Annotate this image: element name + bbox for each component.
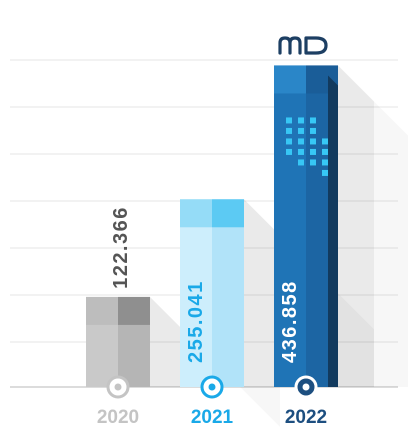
bar-cap-right	[118, 296, 150, 325]
bar-shadow-long	[338, 65, 408, 387]
bar-shadow	[150, 296, 186, 387]
baseline-marker-dot	[208, 383, 216, 391]
bar-2021	[180, 199, 244, 387]
bar-cap-left	[86, 296, 118, 325]
pattern-dot	[286, 127, 292, 134]
bar-cap-left	[274, 65, 306, 94]
bar-cap-left	[180, 199, 212, 228]
value-label: 436.858	[279, 280, 301, 363]
md-logo-icon	[278, 36, 328, 55]
value-label: 122.366	[110, 206, 132, 289]
x-axis-labels: 2020 2021 2022	[97, 407, 327, 428]
pattern-dot	[298, 148, 304, 155]
bar-2022	[274, 65, 338, 387]
baseline-marker-dot	[114, 383, 122, 391]
value-label: 255.041	[185, 280, 207, 363]
value-labels: 122.366 255.041 436.858	[110, 206, 301, 363]
pattern-dot	[322, 138, 328, 145]
baseline-markers	[106, 375, 318, 399]
pattern-dot	[322, 148, 328, 155]
pattern-dot	[310, 127, 316, 134]
bar-shadows	[150, 65, 408, 387]
bar-cap-right	[212, 199, 244, 228]
bar-shadow	[244, 199, 280, 387]
bars	[86, 65, 338, 387]
bar-side	[328, 75, 338, 387]
pattern-dot	[298, 159, 304, 166]
year-label: 2020	[97, 407, 139, 428]
pattern-dot	[310, 159, 316, 166]
pattern-dot	[298, 138, 304, 145]
pattern-dot	[310, 138, 316, 145]
bar-body-right	[212, 199, 244, 387]
pattern-dot	[310, 148, 316, 155]
pattern-dot	[310, 117, 316, 124]
bar-body-left	[180, 199, 212, 387]
year-label: 2021	[191, 407, 234, 428]
pattern-dot	[322, 159, 328, 166]
pattern-dot	[286, 148, 292, 155]
bar-shadow	[338, 65, 374, 387]
pattern-dot	[286, 117, 292, 124]
baseline-marker-dot	[302, 383, 310, 391]
pattern-dot	[298, 117, 304, 124]
pattern-dot	[322, 169, 328, 176]
year-label: 2022	[285, 407, 327, 428]
pattern-dot	[286, 138, 292, 145]
pattern-dot	[298, 127, 304, 134]
bar-2020	[86, 296, 150, 387]
